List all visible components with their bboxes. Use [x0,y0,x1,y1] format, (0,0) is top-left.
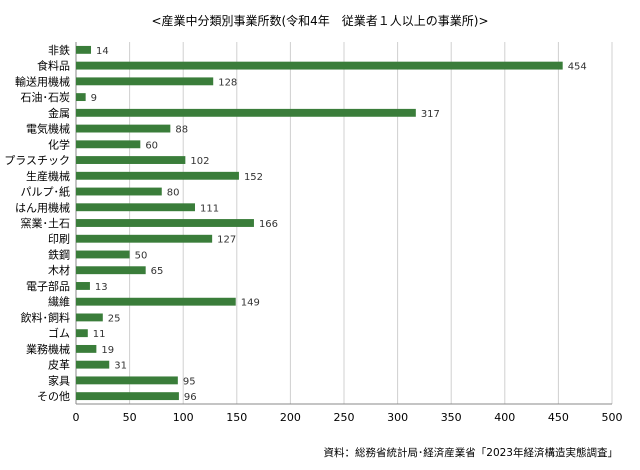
category-label: 電子部品 [26,279,70,293]
bar [76,61,563,70]
bar [76,171,239,180]
data-label: 152 [244,172,263,183]
bar [76,250,130,259]
bar [76,282,90,290]
data-label: 9 [91,93,97,104]
x-tick-label: 300 [387,411,408,424]
bar [76,313,103,322]
bar [76,219,254,227]
data-label: 14 [96,46,109,57]
bar [76,156,186,164]
bar [76,108,416,117]
data-label: 88 [175,125,188,136]
data-label: 127 [217,235,236,246]
category-label: 鉄鋼 [48,247,70,261]
category-label: 生産機械 [26,169,70,183]
category-label: 繊維 [48,296,70,309]
category-label: 食料品 [37,59,70,73]
data-label: 13 [95,282,108,293]
data-label: 149 [241,298,260,309]
x-tick-label: 200 [280,411,301,424]
bar [76,140,141,149]
bar [76,392,179,401]
category-label: 皮革 [48,358,70,372]
category-label: 非鉄 [48,43,70,57]
bar [76,329,88,338]
category-label: 化学 [48,137,70,151]
data-label: 95 [183,376,196,387]
x-tick-label: 50 [123,411,137,424]
data-label: 128 [218,77,237,88]
data-label: 80 [167,188,180,199]
bar [76,376,178,385]
bar [76,187,162,196]
category-label: 金属 [48,106,70,120]
x-tick-label: 250 [334,411,355,424]
data-label: 25 [108,313,121,324]
x-tick-label: 0 [73,411,80,424]
source-note: 資料：総務省統計局･経済産業省「2023年経済構造実態調査」 [323,447,618,459]
bar [76,297,236,306]
category-label: パルプ･紙 [21,185,71,199]
data-label: 111 [200,203,219,214]
data-label: 11 [93,329,106,340]
x-tick-label: 100 [173,411,194,424]
x-tick-label: 450 [548,411,569,424]
category-label: ゴム [48,326,70,340]
category-label: 窯業･土石 [21,216,71,230]
data-label: 31 [114,361,127,372]
x-tick-label: 500 [602,411,623,424]
data-label: 65 [151,266,164,277]
category-label: 石油･石炭 [21,90,71,104]
category-label: はん用機械 [15,200,70,214]
category-label: 家具 [48,373,70,387]
bar [76,203,195,212]
data-label: 102 [190,156,209,167]
chart-title: <産業中分類別事業所数(令和4年 従業者１人以上の事業所)> [151,14,489,28]
bar [76,344,97,353]
category-label: 木材 [48,263,70,277]
data-label: 166 [259,219,278,230]
x-tick-label: 150 [226,411,247,424]
category-label: 輸送用機械 [15,74,70,88]
bar [76,266,146,275]
x-tick-label: 350 [441,411,462,424]
category-label: 印刷 [48,233,70,246]
bar [76,77,214,86]
category-label: プラスチック [4,154,70,167]
category-label: 業務機械 [26,342,70,356]
x-tick-label: 400 [494,411,515,424]
data-label: 317 [421,109,440,120]
data-label: 60 [145,140,158,151]
bar [76,93,86,102]
data-label: 50 [135,250,148,261]
data-label: 96 [184,392,197,403]
category-label: その他 [37,390,70,403]
bar [76,234,213,243]
bar [76,45,92,54]
data-label: 19 [101,345,114,356]
data-label: 454 [568,62,587,73]
bar [76,124,171,133]
category-label: 電気機械 [26,122,70,136]
category-label: 飲料･飼料 [21,310,71,324]
bar [76,360,110,369]
